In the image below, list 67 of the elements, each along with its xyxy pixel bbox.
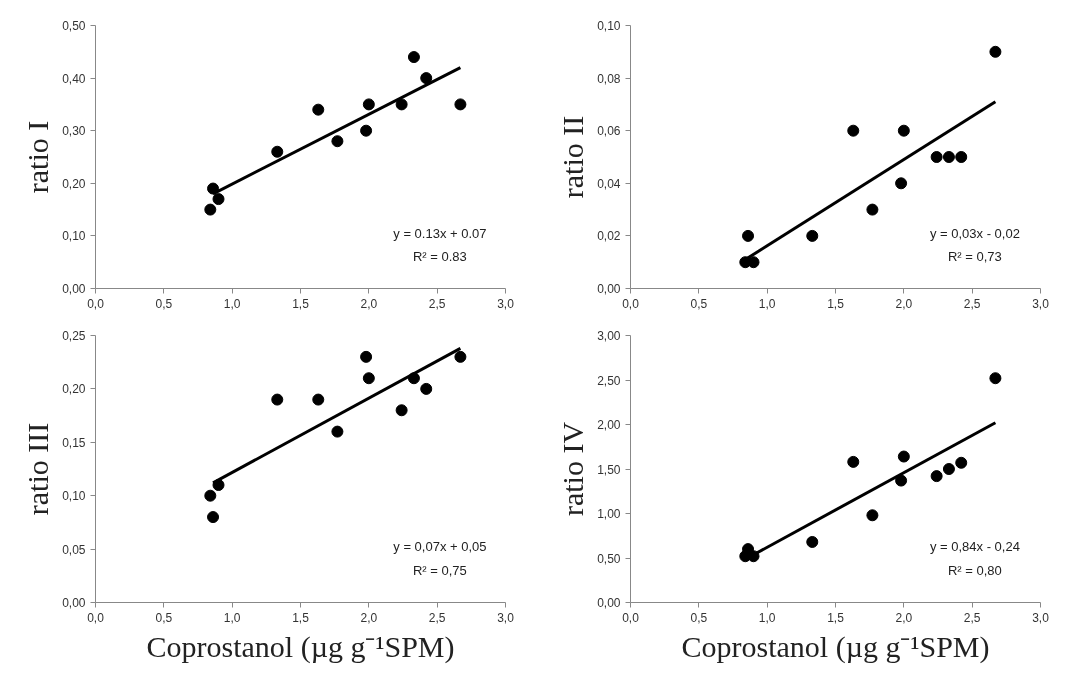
x-tick-label: 2,5 (428, 610, 446, 625)
y-tick-label: 0,00 (62, 596, 86, 610)
x-tick-label: 3,0 (1032, 296, 1050, 311)
x-tick-label: 1,5 (827, 610, 845, 625)
x-tick-label: 1,5 (292, 296, 310, 311)
y-tick-label: 0,02 (597, 229, 621, 244)
x-tick-label: 1,0 (758, 296, 776, 311)
annotation: y = 0,03x - 0,02 (929, 225, 1020, 241)
x-tick-label: 0,0 (87, 610, 105, 625)
y-tick-label: 0,00 (62, 282, 86, 296)
y-tick-label: 0,00 (597, 596, 621, 610)
y-axis-title: ratio II (556, 115, 590, 199)
y-tick-label: 0,40 (62, 71, 86, 86)
y-tick-label: 0,30 (62, 124, 86, 139)
y-tick-label: 0,50 (62, 19, 86, 33)
y-axis-title: ratio I (21, 120, 55, 194)
x-tick-label: 2,5 (963, 610, 981, 625)
x-tick-label: 0,5 (690, 610, 708, 625)
y-tick-label: 2,50 (597, 373, 621, 388)
x-tick-label: 1,0 (758, 610, 776, 625)
x-tick-label: 1,0 (223, 296, 241, 311)
y-tick-label: 0,10 (62, 489, 86, 504)
x-tick-label: 2,0 (360, 296, 378, 311)
x-tick-label: 2,0 (895, 610, 913, 625)
y-tick-label: 0,10 (62, 229, 86, 244)
annotation: R² = 0,73 (947, 249, 1002, 265)
y-tick-label: 0,05 (62, 542, 86, 557)
y-axis-title: ratio IV (556, 421, 590, 517)
x-tick-label: 0,0 (87, 296, 105, 311)
annotation: y = 0.13x + 0.07 (393, 225, 487, 241)
y-tick-label: 0,15 (62, 435, 86, 450)
y-tick-label: 0,08 (597, 71, 621, 86)
annotation: R² = 0.83 (412, 249, 467, 265)
x-tick-label: 0,5 (690, 296, 708, 311)
y-tick-label: 0,00 (597, 282, 621, 296)
x-tick-label: 1,5 (827, 296, 845, 311)
x-tick-label: 3,0 (497, 296, 515, 311)
x-tick-label: 3,0 (497, 610, 515, 625)
x-tick-label: 1,5 (292, 610, 310, 625)
annotation: R² = 0,80 (947, 562, 1002, 578)
y-tick-label: 0,06 (597, 124, 621, 139)
y-axis-title: ratio III (21, 422, 55, 516)
y-tick-label: 1,00 (597, 507, 621, 521)
annotation: y = 0,07x + 0,05 (393, 538, 487, 554)
x-tick-label: 0,5 (155, 296, 173, 311)
x-tick-label: 2,5 (963, 296, 981, 311)
y-tick-label: 0,20 (62, 176, 86, 191)
x-tick-label: 0,0 (622, 296, 640, 311)
y-tick-label: 0,25 (62, 329, 86, 343)
y-tick-label: 1,50 (597, 462, 621, 477)
x-tick-label: 3,0 (1032, 610, 1050, 625)
x-tick-label: 0,0 (622, 610, 640, 625)
x-axis-title: Coprostanol (µg g⁻¹SPM) (146, 629, 455, 664)
x-tick-label: 1,0 (223, 610, 241, 625)
x-tick-label: 0,5 (155, 610, 173, 625)
y-tick-label: 2,00 (597, 418, 621, 432)
x-tick-label: 2,0 (895, 296, 913, 311)
y-tick-label: 0,10 (597, 19, 621, 33)
annotation: R² = 0,75 (412, 562, 467, 578)
x-tick-label: 2,5 (428, 296, 446, 311)
y-tick-label: 3,00 (597, 329, 621, 343)
annotation: y = 0,84x - 0,24 (929, 538, 1020, 554)
x-tick-label: 2,0 (360, 610, 378, 625)
y-tick-label: 0,50 (597, 551, 621, 566)
y-tick-label: 0,20 (62, 382, 86, 397)
y-tick-label: 0,04 (597, 176, 621, 191)
x-axis-title: Coprostanol (µg g⁻¹SPM) (681, 629, 990, 664)
